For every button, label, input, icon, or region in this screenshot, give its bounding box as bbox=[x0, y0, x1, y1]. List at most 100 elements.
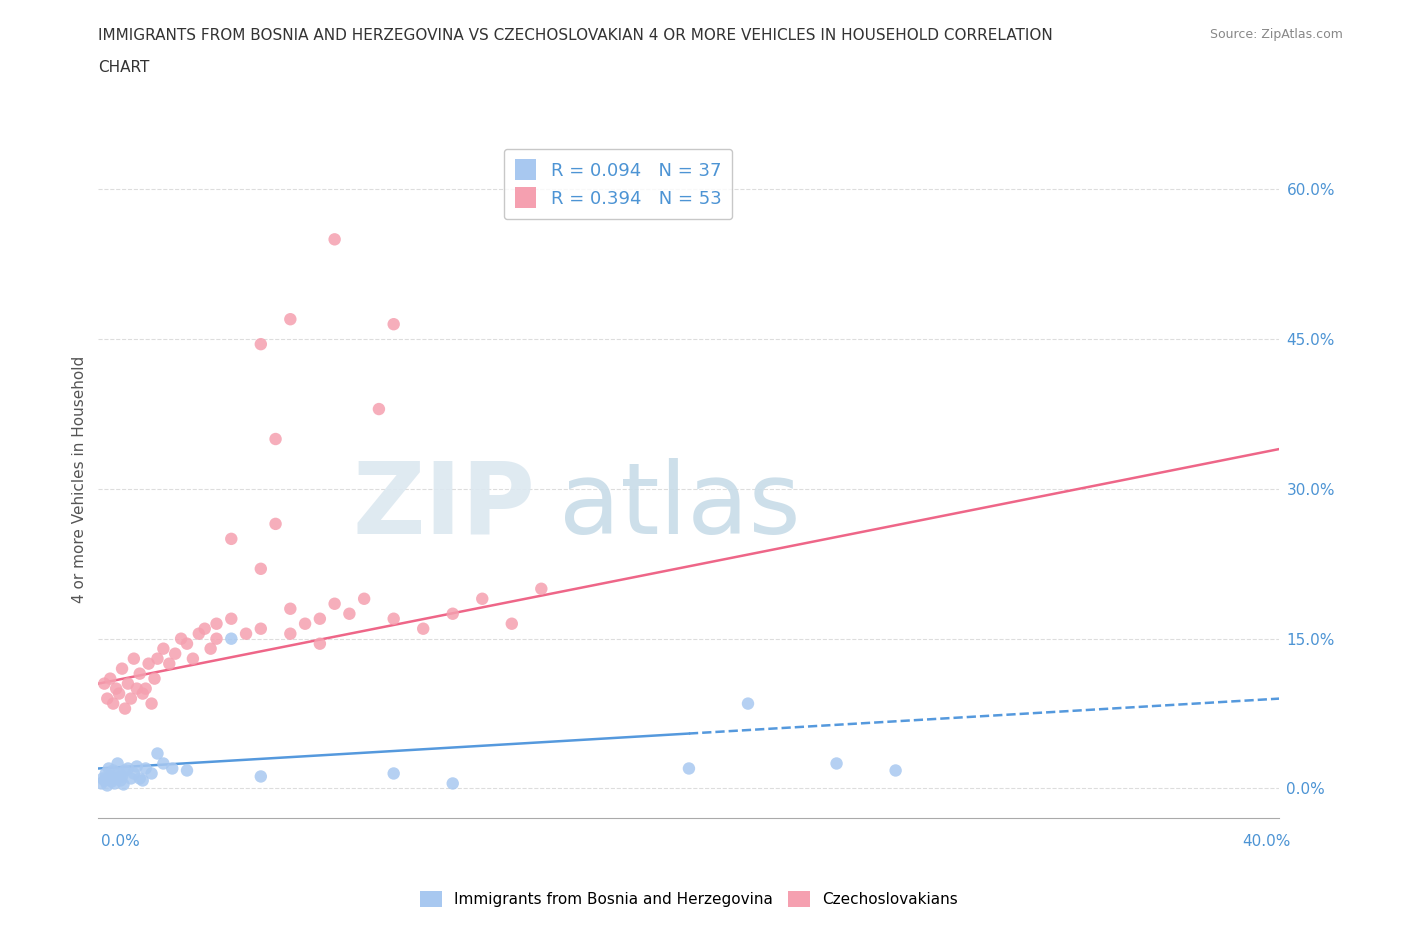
Point bbox=[250, 621, 273, 636]
Text: ZIP: ZIP bbox=[353, 458, 536, 554]
Point bbox=[221, 631, 243, 646]
Point bbox=[114, 701, 136, 716]
Point bbox=[176, 636, 198, 651]
Point bbox=[176, 763, 198, 777]
Point bbox=[141, 766, 163, 781]
Point bbox=[264, 432, 287, 446]
Point bbox=[132, 773, 155, 788]
Point bbox=[157, 657, 180, 671]
Point bbox=[110, 773, 132, 788]
Point bbox=[128, 771, 150, 786]
Point bbox=[194, 621, 217, 636]
Point bbox=[309, 636, 332, 651]
Point bbox=[98, 671, 121, 686]
Point bbox=[107, 756, 129, 771]
Point bbox=[98, 769, 121, 784]
Point bbox=[108, 686, 131, 701]
Point bbox=[100, 774, 122, 789]
Point bbox=[91, 771, 114, 786]
Y-axis label: 4 or more Vehicles in Household: 4 or more Vehicles in Household bbox=[72, 355, 87, 603]
Point bbox=[205, 617, 228, 631]
Text: IMMIGRANTS FROM BOSNIA AND HERZEGOVINA VS CZECHOSLOVAKIAN 4 OR MORE VEHICLES IN : IMMIGRANTS FROM BOSNIA AND HERZEGOVINA V… bbox=[98, 28, 1053, 43]
Point bbox=[737, 697, 759, 711]
Point bbox=[125, 681, 148, 696]
Point bbox=[103, 763, 125, 777]
Point bbox=[250, 562, 273, 577]
Point bbox=[441, 606, 464, 621]
Point bbox=[112, 777, 135, 792]
Point bbox=[128, 666, 150, 681]
Point bbox=[138, 657, 160, 671]
Point bbox=[143, 671, 166, 686]
Point bbox=[382, 317, 405, 332]
Legend: Immigrants from Bosnia and Herzegovina, Czechoslovakians: Immigrants from Bosnia and Herzegovina, … bbox=[415, 884, 963, 913]
Point bbox=[250, 337, 273, 352]
Point bbox=[120, 691, 142, 706]
Point bbox=[111, 769, 134, 784]
Point bbox=[170, 631, 193, 646]
Point bbox=[353, 591, 375, 606]
Point bbox=[103, 697, 125, 711]
Point bbox=[93, 676, 115, 691]
Point bbox=[309, 611, 332, 626]
Point bbox=[187, 626, 209, 641]
Legend: R = 0.094   N = 37, R = 0.394   N = 53: R = 0.094 N = 37, R = 0.394 N = 53 bbox=[503, 149, 733, 219]
Point bbox=[884, 763, 907, 777]
Point bbox=[135, 681, 157, 696]
Point bbox=[264, 516, 287, 531]
Point bbox=[97, 761, 120, 776]
Point bbox=[114, 763, 136, 777]
Point bbox=[152, 642, 174, 657]
Point bbox=[278, 312, 302, 326]
Point bbox=[146, 651, 169, 666]
Point bbox=[125, 759, 148, 774]
Point bbox=[181, 651, 204, 666]
Point bbox=[339, 606, 360, 621]
Text: 0.0%: 0.0% bbox=[101, 834, 141, 849]
Text: Source: ZipAtlas.com: Source: ZipAtlas.com bbox=[1209, 28, 1343, 41]
Point bbox=[132, 686, 155, 701]
Point bbox=[382, 766, 405, 781]
Point bbox=[323, 232, 346, 246]
Text: CHART: CHART bbox=[98, 60, 150, 75]
Point bbox=[825, 756, 848, 771]
Point bbox=[221, 611, 243, 626]
Point bbox=[501, 617, 523, 631]
Point bbox=[530, 581, 553, 596]
Point bbox=[323, 596, 346, 611]
Point bbox=[122, 651, 145, 666]
Point bbox=[135, 761, 157, 776]
Point bbox=[96, 691, 118, 706]
Point bbox=[117, 761, 139, 776]
Point bbox=[382, 611, 405, 626]
Point bbox=[108, 766, 131, 781]
Point bbox=[96, 778, 118, 793]
Point bbox=[278, 626, 302, 641]
Point bbox=[412, 621, 434, 636]
Point bbox=[90, 776, 112, 790]
Point bbox=[105, 681, 128, 696]
Point bbox=[152, 756, 174, 771]
Point bbox=[146, 746, 169, 761]
Point bbox=[294, 617, 316, 631]
Point bbox=[250, 769, 273, 784]
Point bbox=[278, 602, 302, 617]
Point bbox=[162, 761, 183, 776]
Point bbox=[141, 697, 163, 711]
Point bbox=[471, 591, 494, 606]
Point bbox=[117, 676, 139, 691]
Point bbox=[165, 646, 187, 661]
Point bbox=[368, 402, 391, 417]
Point bbox=[122, 766, 145, 781]
Point bbox=[441, 776, 464, 790]
Text: atlas: atlas bbox=[560, 458, 800, 554]
Point bbox=[105, 771, 128, 786]
Point bbox=[111, 661, 134, 676]
Point bbox=[200, 642, 222, 657]
Point bbox=[221, 531, 243, 546]
Point bbox=[678, 761, 700, 776]
Point bbox=[205, 631, 228, 646]
Point bbox=[93, 773, 115, 788]
Point bbox=[235, 626, 257, 641]
Point bbox=[120, 771, 142, 786]
